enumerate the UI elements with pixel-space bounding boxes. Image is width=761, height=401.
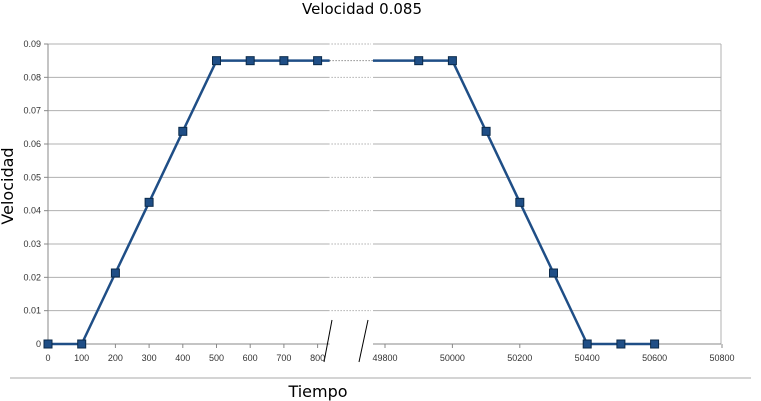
y-tick-label: 0 — [36, 339, 41, 349]
axis-break — [10, 319, 751, 379]
x-tick-label: 400 — [175, 353, 190, 363]
data-point — [549, 268, 558, 278]
data-point — [43, 339, 53, 349]
y-tick-label: 0.04 — [23, 206, 41, 216]
data-point — [414, 56, 424, 66]
x-tick-label: 800 — [310, 353, 325, 363]
x-tick-label: 50200 — [507, 353, 532, 363]
data-point — [77, 339, 87, 349]
y-tick-label: 0.09 — [23, 39, 41, 49]
x-tick-label: 50800 — [709, 353, 734, 363]
y-tick-label: 0.07 — [23, 106, 41, 116]
series-line — [373, 59, 655, 346]
x-tick-label: 0 — [45, 353, 50, 363]
data-point — [144, 197, 154, 207]
x-tick-label: 50000 — [440, 353, 465, 363]
y-tick-label: 0.05 — [23, 172, 41, 182]
y-tick-label: 0.01 — [23, 306, 41, 316]
data-point — [110, 268, 120, 278]
series-line — [48, 59, 330, 346]
data-point — [279, 56, 289, 66]
x-tick-label: 200 — [108, 353, 123, 363]
axis-break-mark — [358, 319, 369, 363]
axis-break-mark — [323, 319, 333, 363]
data-point — [582, 339, 592, 349]
data-point — [650, 339, 660, 349]
x-tick-label: 600 — [243, 353, 258, 363]
y-tick-label: 0.03 — [23, 239, 41, 249]
data-point — [515, 197, 525, 207]
x-tick-label: 700 — [276, 353, 291, 363]
data-point — [313, 56, 323, 66]
tick-labels: 0 0.01 0.02 0.03 0.04 0.05 0.06 0.07 0.08 0.09 0 10… — [23, 39, 734, 363]
data-point — [212, 56, 221, 66]
x-tick-label: 50600 — [642, 353, 667, 363]
y-axis-title: Velocidad — [0, 147, 17, 224]
data-series — [43, 56, 660, 349]
x-tick-label: 49800 — [372, 353, 397, 363]
data-point — [447, 56, 457, 66]
x-tick-label: 500 — [209, 353, 224, 363]
data-point — [178, 126, 188, 136]
y-tick-label: 0.06 — [23, 139, 41, 149]
x-tick-label: 50400 — [575, 353, 600, 363]
chart-title: Velocidad 0.085 — [302, 0, 422, 18]
data-point — [481, 126, 491, 136]
x-axis-title: Tiempo — [287, 382, 347, 401]
grid-lines — [48, 43, 721, 312]
axes — [44, 43, 723, 348]
y-tick-label: 0.08 — [23, 72, 41, 82]
y-tick-label: 0.02 — [23, 272, 41, 282]
data-point — [245, 56, 255, 66]
data-point — [616, 339, 626, 349]
x-tick-label: 300 — [142, 353, 157, 363]
x-tick-label: 100 — [74, 353, 89, 363]
